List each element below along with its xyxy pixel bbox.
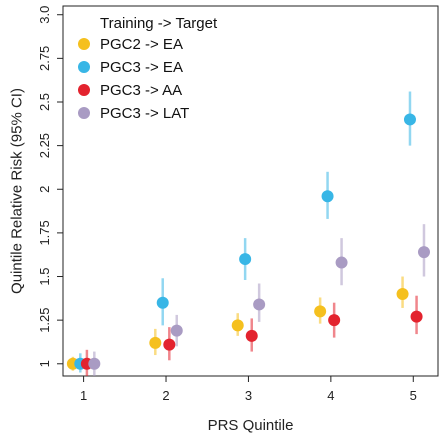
legend-marker: [78, 61, 90, 73]
data-point: [410, 310, 423, 323]
data-point: [335, 256, 348, 269]
data-point: [239, 253, 252, 266]
series-1: [74, 91, 416, 373]
x-axis: 1 2 3 4 5: [80, 376, 417, 403]
series-0: [66, 276, 409, 371]
x-tick-label: 3: [245, 388, 252, 403]
legend: Training -> Target PGC2 -> EA PGC3 -> EA P…: [78, 15, 218, 122]
x-axis-label: PRS Quintile: [208, 417, 294, 434]
data-point: [88, 357, 101, 370]
data-point: [396, 287, 409, 300]
data-point: [156, 296, 169, 309]
y-tick-label: 1.25: [37, 307, 52, 332]
legend-entry: PGC2 -> EA: [100, 36, 183, 53]
data-point: [328, 314, 341, 327]
x-tick-label: 1: [80, 388, 87, 403]
data-point: [314, 305, 327, 318]
legend-entry: PGC3 -> AA: [100, 82, 182, 99]
legend-entry: PGC3 -> EA: [100, 59, 183, 76]
legend-marker: [78, 84, 90, 96]
y-tick-label: 2.25: [37, 133, 52, 158]
data-point: [253, 298, 266, 311]
y-axis-label: Quintile Relative Risk (95% CI): [8, 88, 25, 294]
y-tick-label: 1: [37, 360, 52, 367]
data-point: [403, 113, 416, 126]
legend-title: Training -> Target: [100, 15, 218, 32]
data-point: [245, 329, 258, 342]
x-tick-label: 5: [410, 388, 417, 403]
y-axis: 1 1.25 1.5 1.75 2 2.25 2.5 2.75 3.0: [37, 6, 63, 367]
data-point: [170, 324, 183, 337]
y-tick-label: 1.75: [37, 220, 52, 245]
x-tick-label: 2: [162, 388, 169, 403]
series-layer: [66, 91, 430, 376]
y-tick-label: 2: [37, 186, 52, 193]
y-tick-label: 2.5: [37, 93, 52, 111]
legend-entry: PGC3 -> LAT: [100, 105, 189, 122]
data-point: [163, 338, 176, 351]
y-tick-label: 1.5: [37, 267, 52, 285]
x-tick-label: 4: [327, 388, 334, 403]
series-2: [80, 295, 423, 376]
y-tick-label: 2.75: [37, 46, 52, 71]
data-point: [417, 246, 430, 259]
series-3: [88, 224, 430, 376]
data-point: [149, 336, 162, 349]
data-point: [231, 319, 244, 332]
legend-marker: [78, 107, 90, 119]
plot-frame: [62, 5, 439, 377]
y-tick-label: 3.0: [37, 6, 52, 24]
legend-marker: [78, 38, 90, 50]
data-point: [321, 190, 334, 203]
